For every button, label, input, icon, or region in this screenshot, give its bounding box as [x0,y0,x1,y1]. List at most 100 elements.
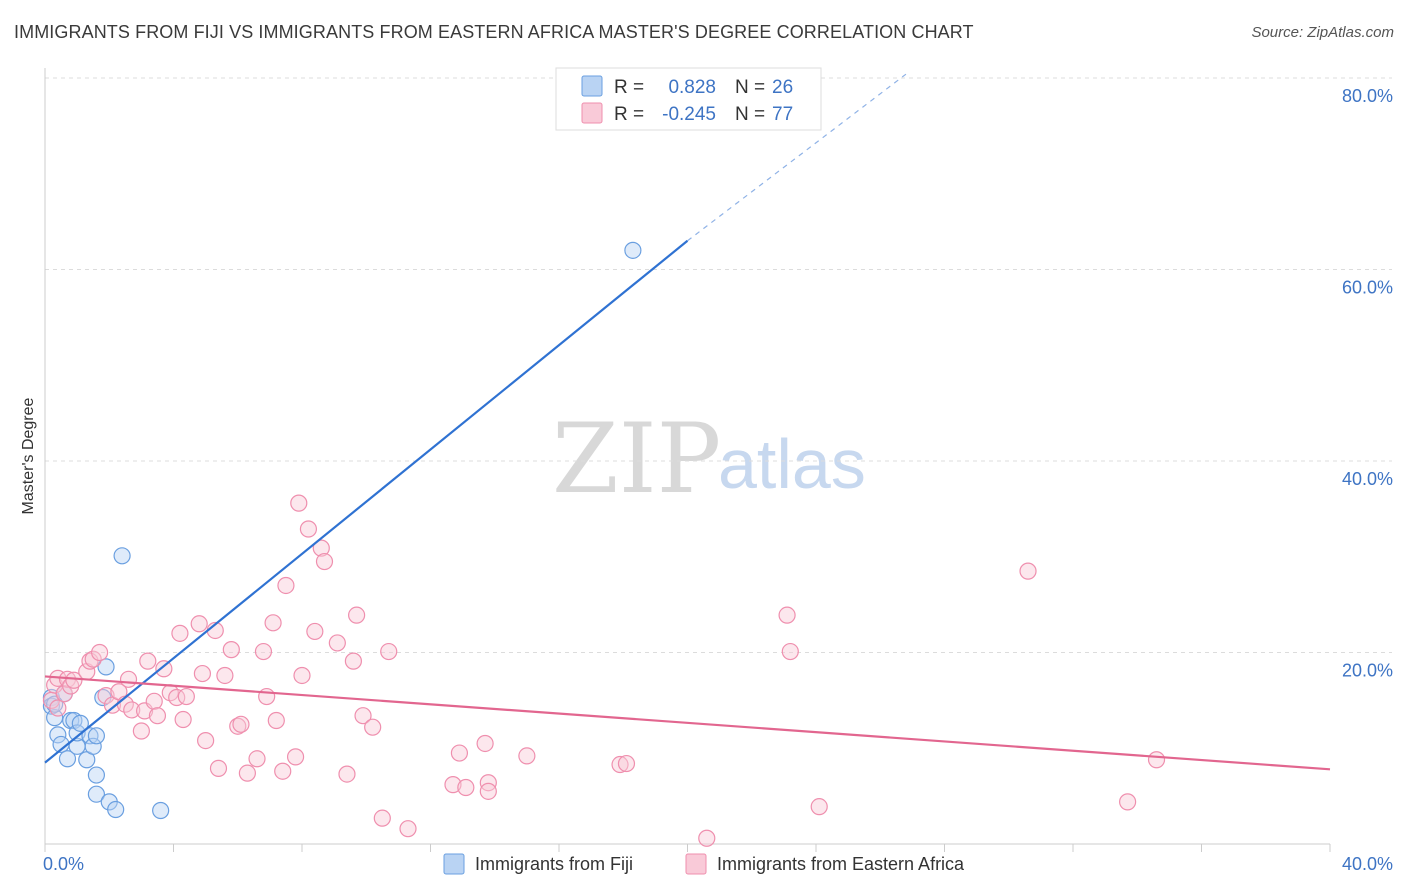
point-eastern-africa [290,494,308,512]
point-fiji [113,547,131,565]
correlation-legend: R = 0.828 N = 26 R = -0.245 N = 77 [555,67,822,131]
tick-labels: 20.0% 40.0% 60.0% 80.0% 0.0% 40.0% [43,86,1393,874]
point-eastern-africa [132,722,150,740]
y-axis-label: Master's Degree [20,397,37,514]
point-eastern-africa [148,707,167,725]
point-eastern-africa [781,642,799,661]
point-eastern-africa [373,809,391,827]
chart-title: IMMIGRANTS FROM FIJI VS IMMIGRANTS FROM … [14,22,974,42]
point-eastern-africa [444,776,462,794]
point-eastern-africa [293,666,311,685]
trend-line-eastern-africa [44,675,1331,771]
series-legend: Immigrants from Fiji Immigrants from Eas… [443,853,965,875]
trend-line-fiji [44,239,689,764]
point-eastern-africa [399,820,417,838]
point-eastern-africa [197,731,215,750]
point-eastern-africa [49,699,67,717]
point-eastern-africa [216,666,234,685]
point-eastern-africa [344,652,362,670]
point-eastern-africa [698,829,716,847]
point-eastern-africa [145,692,163,710]
bottom-legend-swatch-fiji [443,853,465,875]
point-eastern-africa [312,539,330,557]
point-eastern-africa [258,687,276,706]
point-eastern-africa [238,764,256,782]
source-label: Source: ZipAtlas.com [1251,24,1394,41]
point-eastern-africa [457,778,475,797]
legend-r-value-eastern-africa: -0.245 [662,104,716,125]
legend-n-value-eastern-africa: 77 [772,104,793,125]
point-eastern-africa [209,759,228,777]
point-eastern-africa [254,642,273,661]
watermark-atlas: atlas [718,425,866,503]
point-eastern-africa [222,641,240,659]
point-eastern-africa [476,734,494,753]
point-eastern-africa [264,614,282,632]
point-eastern-africa [119,670,138,688]
point-fiji [87,785,106,803]
point-fiji [68,724,86,742]
point-eastern-africa [479,782,497,800]
point-eastern-africa [232,715,250,733]
point-fiji [71,714,89,732]
legend-n-value-fiji: 26 [772,77,793,98]
point-eastern-africa [354,707,372,725]
bottom-legend-swatch-eastern-africa [685,853,707,875]
point-fiji [84,737,102,755]
x-tick-label-max: 40.0% [1342,854,1393,874]
point-eastern-africa [91,643,109,662]
x-tick-label-min: 0.0% [43,854,84,874]
point-eastern-africa [518,747,536,765]
data-points [42,241,1166,847]
point-eastern-africa [65,671,83,689]
point-fiji [58,750,77,768]
point-eastern-africa [380,642,398,661]
point-eastern-africa [123,701,141,719]
axes [44,68,1331,852]
point-eastern-africa [267,711,285,730]
point-eastern-africa [348,606,366,624]
point-eastern-africa [155,660,173,678]
point-eastern-africa [299,520,318,538]
point-eastern-africa [1019,562,1037,580]
point-eastern-africa [248,750,266,768]
point-eastern-africa [778,606,796,624]
point-fiji [107,800,125,819]
point-eastern-africa [338,765,356,783]
point-eastern-africa [286,748,305,766]
point-eastern-africa [364,718,382,736]
point-eastern-africa [193,664,212,683]
point-fiji [97,658,115,676]
point-eastern-africa [617,754,636,773]
legend-n-label-1: N = [735,77,765,98]
point-eastern-africa [171,624,189,642]
watermark-zip: ZIP [552,403,721,515]
point-eastern-africa [611,755,629,774]
legend-n-label-2: N = [735,104,765,125]
point-fiji [87,727,106,745]
point-eastern-africa [190,615,208,633]
legend-swatch-eastern-africa [581,102,603,124]
legend-r-value-fiji: 0.828 [668,77,716,98]
point-eastern-africa [97,686,115,705]
legend-r-label-1: R = [614,77,644,98]
y-tick-label: 40.0% [1342,469,1393,489]
bottom-legend-label-eastern-africa: Immigrants from Eastern Africa [717,854,965,874]
point-eastern-africa [277,576,295,595]
point-eastern-africa [174,710,192,729]
y-tick-label: 80.0% [1342,86,1393,106]
point-eastern-africa [479,774,497,792]
point-eastern-africa [810,798,828,816]
point-eastern-africa [306,622,324,641]
point-fiji [49,726,67,744]
legend-swatch-fiji [581,75,603,97]
point-fiji [87,766,106,784]
point-eastern-africa [1147,751,1166,769]
point-fiji [152,801,170,820]
point-eastern-africa [139,652,157,670]
point-eastern-africa [1119,793,1137,811]
point-eastern-africa [450,744,469,762]
point-eastern-africa [84,650,102,668]
gridlines [45,77,1392,653]
